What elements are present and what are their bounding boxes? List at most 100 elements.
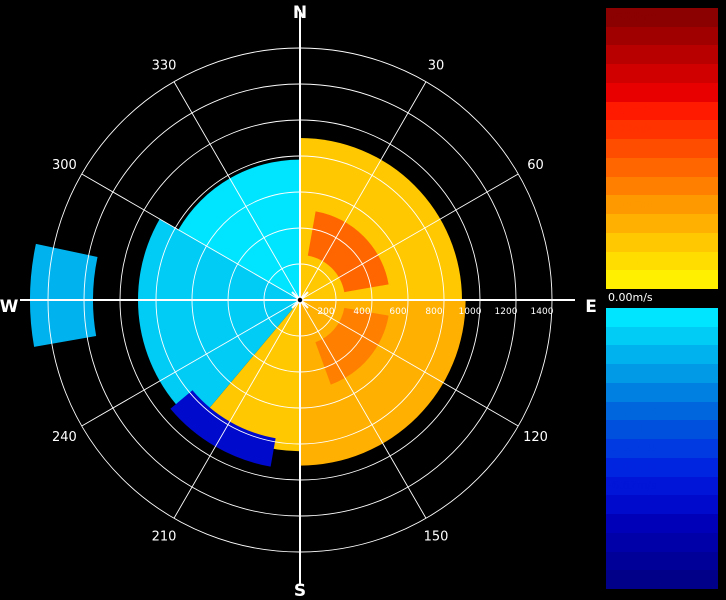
colorbar-entry: 9.33m/s <box>606 26 718 46</box>
colorbar-swatch <box>606 139 718 158</box>
colorbar-label: -10.00m/s <box>608 572 664 586</box>
velocity-sector-2 <box>202 300 300 452</box>
colorbar-entry: 6.00m/s <box>606 120 718 140</box>
colorbar-entry: 4.00m/s <box>606 176 718 196</box>
range-label-1400: 1400 <box>531 307 554 317</box>
colorbar-swatch <box>606 401 718 421</box>
colorbar-entry: 2.00m/s <box>606 232 718 252</box>
colorbar-entry: -10.00m/s <box>606 570 718 589</box>
colorbar-entry: -2.67m/s <box>606 364 718 383</box>
colorbar-label: 9.33m/s <box>608 28 653 42</box>
colorbar-swatch <box>606 439 718 458</box>
colorbar-label: 6.00m/s <box>608 122 653 136</box>
colorbar-label: 8.00m/s <box>608 66 653 80</box>
colorbar-label: -4.00m/s <box>608 403 657 417</box>
colorbar-entry: 0.00m/s <box>606 289 718 308</box>
colorbar-entry: 2.67m/s <box>606 214 718 233</box>
azimuth-label-210: 210 <box>152 530 177 545</box>
colorbar-entry: -8.00m/s <box>606 514 718 533</box>
colorbar-swatch <box>606 120 718 140</box>
velocity-sector-7 <box>170 390 276 467</box>
colorbar-swatch <box>606 345 718 365</box>
azimuth-spoke-150 <box>299 299 427 519</box>
colorbar-entry: 10.00m/s <box>606 8 718 27</box>
colorbar-swatch <box>606 157 718 177</box>
colorbar-label: 0.00m/s <box>608 291 653 305</box>
colorbar-swatch <box>606 195 718 215</box>
colorbar-label: -7.33m/s <box>608 497 657 511</box>
colorbar-label: 0.67m/s <box>608 272 653 286</box>
colorbar-entry: 7.33m/s <box>606 82 718 102</box>
range-label-800: 800 <box>425 307 442 317</box>
colorbar-entry: 1.33m/s <box>606 251 718 271</box>
colorbar-swatch <box>606 176 718 196</box>
colorbar-swatch <box>606 364 718 383</box>
azimuth-label-60: 60 <box>527 158 544 173</box>
colorbar-swatch <box>606 532 718 552</box>
compass-north: N <box>293 3 307 23</box>
azimuth-label-30: 30 <box>428 58 445 73</box>
colorbar-label: -3.33m/s <box>608 384 657 398</box>
colorbar-label: -4.67m/s <box>608 422 657 436</box>
range-label-200: 200 <box>317 307 334 317</box>
radar-center-marker <box>291 291 309 309</box>
colorbar-swatch <box>606 82 718 102</box>
colorbar-swatch <box>606 307 718 327</box>
colorbar-swatch <box>606 8 718 27</box>
colorbar-label: -1.33m/s <box>608 328 657 342</box>
colorbar-entry: 0.67m/s <box>606 270 718 290</box>
azimuth-spoke-120 <box>299 299 519 427</box>
azimuth-label-150: 150 <box>424 530 449 545</box>
range-label-1200: 1200 <box>495 307 518 317</box>
azimuth-label-330: 330 <box>152 58 177 73</box>
colorbar-swatch <box>606 26 718 46</box>
colorbar-entry: 4.67m/s <box>606 157 718 177</box>
range-label-1000: 1000 <box>459 307 482 317</box>
azimuth-spoke-210 <box>173 299 301 519</box>
radar-ppi-plot: N S E W 30 60 120 150 210 240 300 330 200 400 600 8… <box>0 3 597 600</box>
azimuth-spoke-330 <box>173 81 301 301</box>
colorbar-label: 7.33m/s <box>608 84 653 98</box>
colorbar-swatch <box>606 570 718 589</box>
colorbar-entry: 8.00m/s <box>606 64 718 83</box>
velocity-sector-3 <box>138 219 300 425</box>
velocity-colorbar: 10.00m/s 9.33m/s 8.67m/s 8.00m/s 7.33m/s 6.67… <box>606 8 718 589</box>
colorbar-label: 4.00m/s <box>608 178 653 192</box>
colorbar-label: 4.67m/s <box>608 159 653 173</box>
colorbar-entry: -4.67m/s <box>606 420 718 440</box>
velocity-sector-5 <box>307 211 389 293</box>
colorbar-entry: -2.00m/s <box>606 345 718 365</box>
colorbar-swatch <box>606 495 718 515</box>
colorbar-entry: -3.33m/s <box>606 382 718 402</box>
colorbar-entry: -6.67m/s <box>606 476 718 496</box>
colorbar-entry: -6.00m/s <box>606 457 718 477</box>
colorbar-label: -9.33m/s <box>608 553 657 567</box>
compass-south: S <box>294 581 306 600</box>
colorbar-swatch <box>606 45 718 65</box>
colorbar-entry: -5.33m/s <box>606 439 718 458</box>
colorbar-swatch <box>606 551 718 571</box>
azimuth-spoke-60 <box>299 173 519 301</box>
colorbar-swatch <box>606 326 718 346</box>
range-label-400: 400 <box>353 307 370 317</box>
compass-east: E <box>585 297 597 317</box>
polar-labels: N S E W 30 60 120 150 210 240 300 330 200 400 600 8… <box>0 3 597 600</box>
compass-west: W <box>0 297 19 317</box>
colorbar-entry: -0.67m/s <box>606 307 718 327</box>
azimuth-label-120: 120 <box>523 430 548 445</box>
range-label-600: 600 <box>389 307 406 317</box>
colorbar-swatch <box>606 214 718 233</box>
colorbar-label: 3.33m/s <box>608 197 653 211</box>
velocity-sector-4 <box>178 159 300 300</box>
polar-grid <box>20 10 575 584</box>
colorbar-label: 2.67m/s <box>608 216 653 230</box>
colorbar-swatch <box>606 270 718 290</box>
velocity-sectors <box>30 138 466 467</box>
colorbar-label: -2.67m/s <box>608 366 657 380</box>
colorbar-swatch <box>606 101 718 121</box>
colorbar-entry: 3.33m/s <box>606 195 718 215</box>
colorbar-entry: -8.67m/s <box>606 532 718 552</box>
colorbar-label: -8.00m/s <box>608 516 657 530</box>
colorbar-entry: -9.33m/s <box>606 551 718 571</box>
colorbar-label: -6.67m/s <box>608 478 657 492</box>
